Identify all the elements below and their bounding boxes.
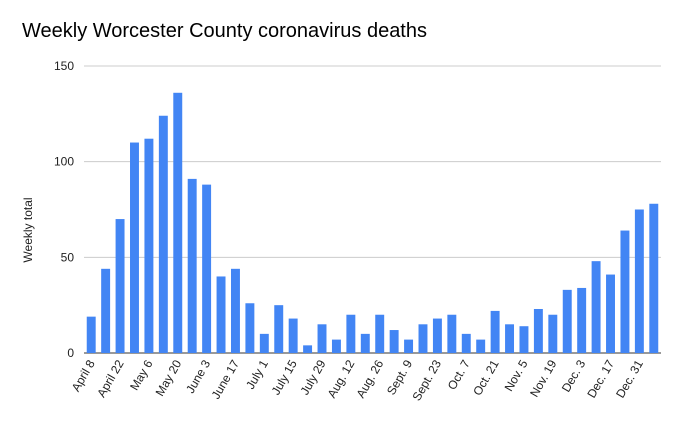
bar xyxy=(216,276,226,353)
x-tick-label: Aug. 26 xyxy=(353,357,386,400)
bar xyxy=(375,314,385,353)
bar xyxy=(634,209,644,353)
bar xyxy=(187,178,197,353)
x-tick-label: Dec. 31 xyxy=(613,357,646,400)
bar xyxy=(331,339,341,353)
bar xyxy=(230,268,240,353)
y-tick-label: 150 xyxy=(54,59,74,73)
x-tick-label: July 1 xyxy=(243,357,271,391)
x-tick-label: June 17 xyxy=(209,357,243,401)
x-tick-label: Dec. 3 xyxy=(559,357,589,394)
bar xyxy=(548,314,558,353)
bar xyxy=(519,326,529,353)
bar xyxy=(360,333,370,353)
bar xyxy=(86,316,96,353)
x-tick-label: May 20 xyxy=(153,357,185,398)
x-tick-label: Oct. 21 xyxy=(470,357,502,398)
bar xyxy=(533,308,543,353)
bar xyxy=(591,261,601,353)
bar xyxy=(115,219,125,353)
y-tick-label: 100 xyxy=(54,155,74,169)
x-tick-label: Nov. 19 xyxy=(527,357,560,399)
bar xyxy=(606,274,615,353)
bar xyxy=(447,314,457,353)
gridlines xyxy=(84,65,661,354)
x-tick-label: April 8 xyxy=(69,357,98,394)
bar xyxy=(620,230,630,353)
bar xyxy=(173,92,183,353)
bar xyxy=(288,318,298,353)
bar xyxy=(274,305,284,353)
bars xyxy=(86,92,659,353)
bar xyxy=(158,115,168,353)
bar xyxy=(259,333,269,353)
bar xyxy=(649,203,659,353)
bar xyxy=(144,138,154,353)
x-tick-label: June 3 xyxy=(183,357,213,395)
y-tick-label: 50 xyxy=(61,250,75,264)
bar xyxy=(389,330,399,353)
bar xyxy=(317,324,327,353)
x-tick-label: Nov. 5 xyxy=(502,357,531,394)
x-tick-label: Sept. 23 xyxy=(410,357,445,403)
x-tick-label: July 29 xyxy=(297,357,328,397)
bar xyxy=(476,339,486,353)
bar xyxy=(303,345,313,353)
y-axis-ticks: 0 50 100 150 xyxy=(54,59,74,360)
x-tick-label: Oct. 7 xyxy=(445,357,473,392)
bar xyxy=(245,303,255,353)
bar xyxy=(505,324,515,353)
chart-title: Weekly Worcester County coronavirus deat… xyxy=(22,20,427,42)
bar xyxy=(130,142,139,353)
bar xyxy=(418,324,428,353)
bar xyxy=(461,333,471,353)
bar xyxy=(432,318,442,353)
bar xyxy=(101,268,111,353)
bar xyxy=(562,289,572,353)
bar xyxy=(490,310,500,353)
x-tick-label: Sept. 9 xyxy=(384,357,415,397)
y-axis-title: Weekly total xyxy=(21,197,35,262)
x-tick-label: July 15 xyxy=(269,357,300,397)
y-tick-label: 0 xyxy=(67,346,74,360)
bar xyxy=(202,184,212,353)
bar xyxy=(577,287,587,353)
x-tick-label: April 22 xyxy=(94,357,127,400)
bar xyxy=(404,339,414,353)
bar xyxy=(346,314,356,353)
x-tick-label: May 6 xyxy=(127,357,156,393)
